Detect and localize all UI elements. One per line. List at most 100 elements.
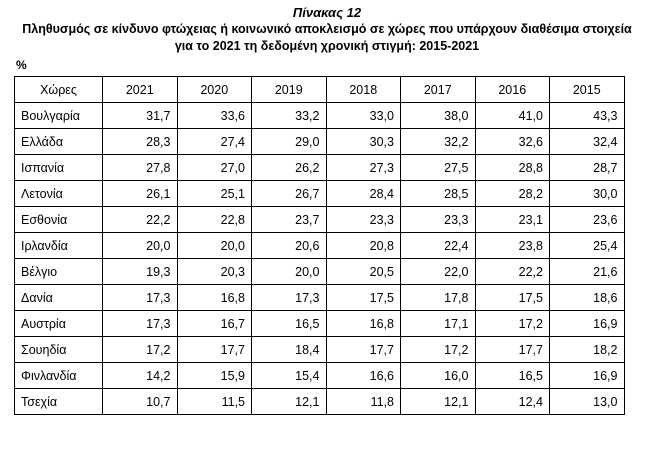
- value-cell: 16,9: [549, 310, 625, 337]
- value-cell: 11,5: [176, 388, 252, 415]
- subtitle-line-2: για το 2021 τη δεδομένη χρονική στιγμή: …: [174, 39, 480, 53]
- table-row: Βουλγαρία 31,7 33,6 33,2 33,0 38,0 41,0 43,3: [14, 102, 625, 129]
- value-cell: 23,1: [474, 206, 550, 233]
- country-cell: Ελλάδα: [14, 128, 103, 155]
- table-subtitle: Πληθυσμός σε κίνδυνο φτώχειας ή κοινωνικ…: [0, 21, 654, 55]
- value-cell: 16,9: [549, 362, 625, 389]
- header-year: 2015: [549, 76, 625, 103]
- header-row: Χώρες 2021 2020 2019 2018 2017 2016 2015: [14, 76, 625, 103]
- country-cell: Δανία: [14, 284, 103, 311]
- country-cell: Σουηδία: [14, 336, 103, 363]
- country-cell: Βέλγιο: [14, 258, 103, 285]
- value-cell: 32,4: [549, 128, 625, 155]
- poverty-risk-table: Χώρες 2021 2020 2019 2018 2017 2016 2015 Βουλγα…: [14, 76, 625, 415]
- value-cell: 11,8: [325, 388, 401, 415]
- header-year: 2020: [176, 76, 252, 103]
- value-cell: 26,2: [251, 154, 327, 181]
- value-cell: 13,0: [549, 388, 625, 415]
- value-cell: 23,7: [251, 206, 327, 233]
- table-row: Ιρλανδία 20,0 20,0 20,6 20,8 22,4 23,8 25,4: [14, 232, 625, 259]
- value-cell: 25,4: [549, 232, 625, 259]
- value-cell: 23,6: [549, 206, 625, 233]
- value-cell: 25,1: [176, 180, 252, 207]
- value-cell: 21,6: [549, 258, 625, 285]
- value-cell: 17,5: [474, 284, 550, 311]
- value-cell: 20,0: [102, 232, 178, 259]
- header-year: 2019: [251, 76, 327, 103]
- table-row: Ελλάδα 28,3 27,4 29,0 30,3 32,2 32,6 32,4: [14, 128, 625, 155]
- value-cell: 23,3: [325, 206, 401, 233]
- value-cell: 32,6: [474, 128, 550, 155]
- value-cell: 17,3: [102, 310, 178, 337]
- value-cell: 22,4: [400, 232, 476, 259]
- value-cell: 15,9: [176, 362, 252, 389]
- value-cell: 18,4: [251, 336, 327, 363]
- value-cell: 27,3: [325, 154, 401, 181]
- table-row: Τσεχία 10,7 11,5 12,1 11,8 12,1 12,4 13,0: [14, 388, 625, 415]
- value-cell: 20,6: [251, 232, 327, 259]
- value-cell: 18,6: [549, 284, 625, 311]
- value-cell: 17,2: [400, 336, 476, 363]
- value-cell: 27,8: [102, 154, 178, 181]
- header-year: 2017: [400, 76, 476, 103]
- value-cell: 17,8: [400, 284, 476, 311]
- value-cell: 22,8: [176, 206, 252, 233]
- value-cell: 33,6: [176, 102, 252, 129]
- value-cell: 22,2: [474, 258, 550, 285]
- table-row: Αυστρία 17,3 16,7 16,5 16,8 17,1 17,2 16,9: [14, 310, 625, 337]
- value-cell: 23,8: [474, 232, 550, 259]
- subtitle-line-1: Πληθυσμός σε κίνδυνο φτώχειας ή κοινωνικ…: [22, 22, 632, 36]
- value-cell: 16,8: [325, 310, 401, 337]
- value-cell: 28,4: [325, 180, 401, 207]
- value-cell: 16,5: [474, 362, 550, 389]
- value-cell: 27,4: [176, 128, 252, 155]
- value-cell: 15,4: [251, 362, 327, 389]
- value-cell: 16,6: [325, 362, 401, 389]
- value-cell: 17,3: [102, 284, 178, 311]
- header-year: 2021: [102, 76, 178, 103]
- value-cell: 23,3: [400, 206, 476, 233]
- value-cell: 10,7: [102, 388, 178, 415]
- value-cell: 43,3: [549, 102, 625, 129]
- table-row: Σουηδία 17,2 17,7 18,4 17,7 17,2 17,7 18,2: [14, 336, 625, 363]
- country-cell: Αυστρία: [14, 310, 103, 337]
- table-header: Χώρες 2021 2020 2019 2018 2017 2016 2015: [14, 76, 625, 103]
- value-cell: 18,2: [549, 336, 625, 363]
- value-cell: 16,8: [176, 284, 252, 311]
- value-cell: 28,7: [549, 154, 625, 181]
- value-cell: 17,7: [325, 336, 401, 363]
- value-cell: 16,0: [400, 362, 476, 389]
- value-cell: 27,0: [176, 154, 252, 181]
- value-cell: 16,7: [176, 310, 252, 337]
- country-cell: Ιρλανδία: [14, 232, 103, 259]
- table-body: Βουλγαρία 31,7 33,6 33,2 33,0 38,0 41,0 43,3 Ελλ…: [14, 102, 625, 415]
- table-row: Ισπανία 27,8 27,0 26,2 27,3 27,5 28,8 28,7: [14, 154, 625, 181]
- value-cell: 31,7: [102, 102, 178, 129]
- value-cell: 17,7: [176, 336, 252, 363]
- value-cell: 28,5: [400, 180, 476, 207]
- value-cell: 20,3: [176, 258, 252, 285]
- value-cell: 38,0: [400, 102, 476, 129]
- country-cell: Ισπανία: [14, 154, 103, 181]
- table-row: Εσθονία 22,2 22,8 23,7 23,3 23,3 23,1 23,6: [14, 206, 625, 233]
- value-cell: 16,5: [251, 310, 327, 337]
- country-cell: Βουλγαρία: [14, 102, 103, 129]
- value-cell: 30,3: [325, 128, 401, 155]
- country-cell: Λετονία: [14, 180, 103, 207]
- country-cell: Φινλανδία: [14, 362, 103, 389]
- country-cell: Εσθονία: [14, 206, 103, 233]
- value-cell: 17,7: [474, 336, 550, 363]
- value-cell: 30,0: [549, 180, 625, 207]
- value-cell: 19,3: [102, 258, 178, 285]
- unit-label: %: [16, 58, 27, 72]
- value-cell: 20,0: [251, 258, 327, 285]
- value-cell: 12,1: [400, 388, 476, 415]
- value-cell: 14,2: [102, 362, 178, 389]
- value-cell: 22,2: [102, 206, 178, 233]
- value-cell: 32,2: [400, 128, 476, 155]
- value-cell: 22,0: [400, 258, 476, 285]
- value-cell: 20,5: [325, 258, 401, 285]
- value-cell: 27,5: [400, 154, 476, 181]
- value-cell: 29,0: [251, 128, 327, 155]
